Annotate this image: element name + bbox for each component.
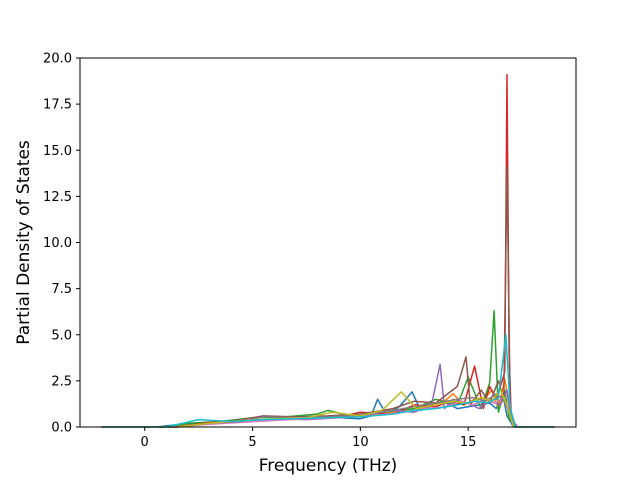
x-tick-label: 15: [460, 435, 477, 450]
series-line-7: [101, 396, 555, 428]
series-line-10: [101, 334, 555, 428]
y-tick-label: 12.5: [43, 190, 72, 205]
y-tick-label: 7.5: [51, 282, 72, 297]
y-tick-label: 15.0: [43, 144, 72, 159]
y-axis-ticks: 0.0 2.5 5.0 7.5 10.0 12.5 15.0 17.5 20.0: [43, 52, 80, 436]
y-axis-title: Partial Density of States: [14, 140, 34, 345]
series-line-3: [101, 310, 555, 428]
x-tick-label: 0: [141, 435, 149, 450]
series-layer: [101, 73, 555, 428]
y-tick-label: 0.0: [51, 421, 72, 436]
y-tick-label: 5.0: [51, 328, 72, 343]
y-tick-label: 17.5: [43, 98, 72, 113]
x-axis-title: Frequency (THz): [259, 456, 398, 476]
y-tick-label: 2.5: [51, 374, 72, 389]
x-tick-label: 5: [248, 435, 256, 450]
series-line-4: [101, 73, 555, 428]
x-tick-label: 10: [352, 435, 369, 450]
y-tick-label: 10.0: [43, 236, 72, 251]
series-line-6: [101, 166, 555, 428]
x-axis-ticks: 0 5 10 15: [141, 427, 477, 450]
y-tick-label: 20.0: [43, 52, 72, 67]
